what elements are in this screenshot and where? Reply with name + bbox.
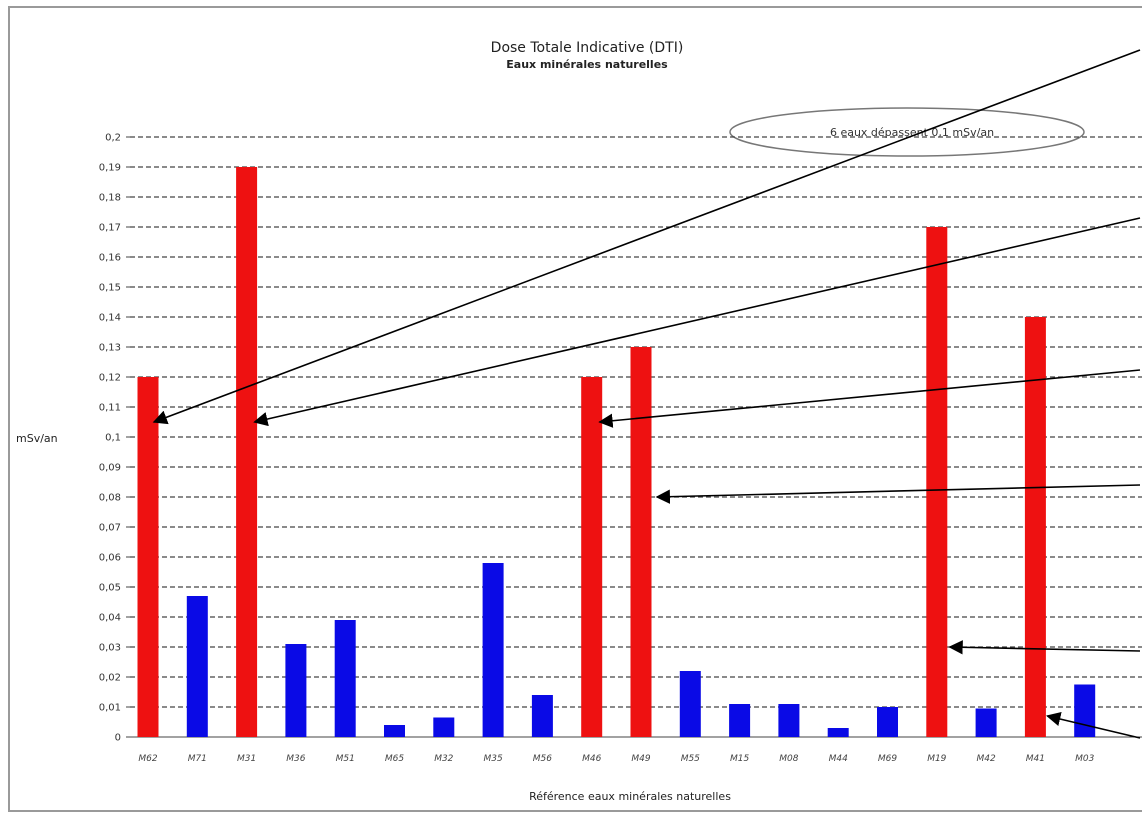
annotation-ellipse (729, 107, 1085, 157)
y-tick-label: 0,05 (99, 583, 121, 594)
x-tick-label: M15 (730, 754, 749, 764)
x-tick-label: M62 (138, 754, 157, 764)
y-tick-label: 0,02 (99, 673, 121, 684)
x-axis-label: Référence eaux minérales naturelles (529, 790, 731, 803)
bar-m42 (975, 708, 997, 737)
bar-m15 (729, 704, 751, 737)
x-tick-label: M41 (1026, 754, 1045, 764)
dti-bar-chart: Dose Totale Indicative (DTI) Eaux minéra… (16, 40, 1142, 803)
y-tick-label: 0,14 (99, 313, 121, 324)
annotation-arrow (152, 49, 1141, 425)
x-tick-label: M49 (631, 754, 650, 764)
bar-m71 (186, 596, 208, 737)
x-tick-label: M36 (286, 754, 305, 764)
y-tick-label: 0,01 (99, 703, 121, 714)
bar-m35 (482, 563, 504, 737)
y-axis-label: mSv/an (16, 432, 58, 445)
bar-m44 (827, 728, 849, 737)
x-tick-label: M32 (434, 754, 453, 764)
bar-m41 (1024, 317, 1046, 737)
x-tick-label: M35 (483, 754, 502, 764)
x-tick-label: M03 (1075, 754, 1094, 764)
y-tick-label: 0,1 (105, 433, 121, 444)
y-tick-label: 0,16 (99, 253, 121, 264)
x-tick-label: M56 (533, 754, 552, 764)
y-tick-label: 0,12 (99, 373, 121, 384)
annotation-arrow (253, 217, 1141, 427)
y-tick-label: 0,19 (99, 163, 121, 174)
x-tick-label: M44 (829, 754, 848, 764)
annotation-arrow (1045, 711, 1141, 739)
bar-m55 (679, 671, 701, 737)
x-tick-label: M19 (927, 754, 946, 764)
arrows (152, 49, 1141, 739)
annotation-text: 6 eaux dépassent 0,1 mSv/an (830, 126, 994, 139)
y-tick-label: 0,17 (99, 223, 121, 234)
x-tick-label: M51 (336, 754, 355, 764)
bar-m69 (877, 707, 898, 737)
x-tick-label: M69 (878, 754, 897, 764)
y-tick-label: 0,11 (99, 403, 121, 414)
y-tick-label: 0 (115, 733, 121, 744)
bar-m56 (531, 695, 553, 737)
bar-m08 (778, 704, 800, 737)
annotation-arrow (655, 484, 1141, 504)
bar-m19 (926, 227, 948, 737)
bar-m03 (1074, 684, 1096, 737)
x-tick-label: M71 (188, 754, 207, 764)
annotation-arrow (948, 640, 1141, 655)
x-tick-label: M46 (582, 754, 601, 764)
y-tick-label: 0,13 (99, 343, 121, 354)
y-tick-label: 0,2 (105, 133, 121, 144)
bar-m65 (384, 725, 405, 737)
x-tick-label: M42 (976, 754, 995, 764)
chart-frame: Dose Totale Indicative (DTI) Eaux minéra… (8, 6, 1142, 812)
annotation-arrow (598, 369, 1141, 428)
y-tick-label: 0,08 (99, 493, 121, 504)
bar-m36 (285, 644, 307, 737)
y-tick-label: 0,18 (99, 193, 121, 204)
x-tick-label: M55 (681, 754, 700, 764)
bar-m32 (433, 717, 455, 737)
y-tick-label: 0,06 (99, 553, 121, 564)
bar-m46 (581, 377, 603, 737)
y-tick-label: 0,03 (99, 643, 121, 654)
bars (137, 167, 1096, 737)
y-tick-label: 0,04 (99, 613, 121, 624)
x-tick-label: M65 (385, 754, 404, 764)
y-tick-labels: 0 0,01 0,02 0,03 0,04 0,05 0,06 0,07 0,08 0,09 0,1… (99, 133, 130, 744)
y-tick-label: 0,07 (99, 523, 121, 534)
y-tick-label: 0,09 (99, 463, 121, 474)
bar-m49 (630, 347, 652, 737)
chart-title: Dose Totale Indicative (DTI) (491, 40, 684, 56)
x-tick-label: M31 (237, 754, 256, 764)
x-tick-label: M08 (779, 754, 798, 764)
bar-m51 (334, 620, 356, 737)
chart-subtitle: Eaux minérales naturelles (506, 58, 668, 71)
bar-m31 (236, 167, 258, 737)
bar-m62 (137, 377, 159, 737)
x-tick-labels: M62 M71 M31 M36 M51 M65 M32 M35 M56 M46 M49 M55 M15 M… (138, 754, 1094, 764)
y-tick-label: 0,15 (99, 283, 121, 294)
